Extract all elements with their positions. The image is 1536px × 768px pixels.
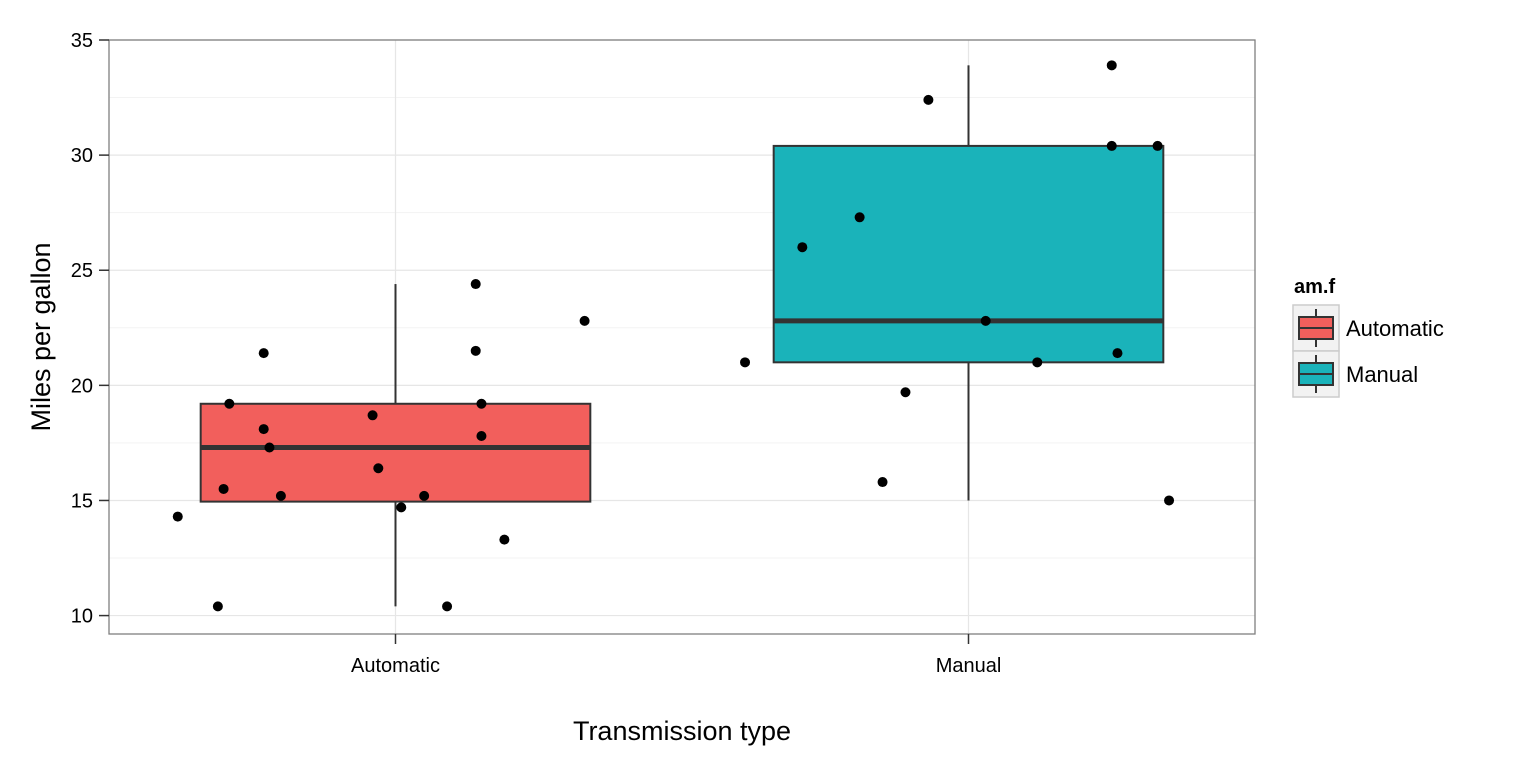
data-point <box>396 502 407 513</box>
data-point <box>579 315 590 326</box>
data-point <box>1152 140 1163 151</box>
whiskers <box>394 65 970 607</box>
data-point <box>923 94 934 105</box>
data-point <box>900 387 911 398</box>
data-point <box>854 212 865 223</box>
data-point <box>373 463 384 474</box>
data-point <box>1112 348 1123 359</box>
data-point <box>258 424 269 435</box>
box-manual <box>772 144 1165 364</box>
y-axis-title: Miles per gallon <box>26 242 56 431</box>
data-point <box>1106 140 1117 151</box>
data-point <box>877 477 888 488</box>
y-tick-label: 20 <box>71 375 93 397</box>
data-point <box>1032 357 1043 368</box>
data-point <box>740 357 751 368</box>
data-point <box>258 348 269 359</box>
y-axis: 10 15 20 25 30 35 <box>71 30 109 628</box>
y-tick-label: 10 <box>71 606 93 628</box>
data-point <box>476 398 487 409</box>
y-tick-label: 15 <box>71 490 93 512</box>
data-point <box>264 442 275 453</box>
data-point <box>275 490 286 501</box>
data-point <box>419 490 430 501</box>
data-points <box>172 60 1175 612</box>
data-point <box>797 242 808 253</box>
data-point <box>367 410 378 421</box>
data-point <box>218 483 229 494</box>
data-point <box>1164 495 1175 506</box>
x-tick-label: Manual <box>936 655 1002 677</box>
legend: am.f Automatic Manual <box>1292 276 1444 398</box>
data-point <box>224 398 235 409</box>
x-tick-label: Automatic <box>351 655 440 677</box>
data-point <box>476 431 487 441</box>
data-point <box>470 345 481 356</box>
y-tick-label: 25 <box>71 260 93 282</box>
box-automatic <box>199 402 592 503</box>
x-axis: Automatic Manual <box>351 634 1001 677</box>
data-point <box>499 534 510 545</box>
data-point <box>172 511 183 522</box>
plot-panel-border <box>108 39 1256 635</box>
data-point <box>212 601 223 612</box>
data-point <box>1106 60 1117 71</box>
y-tick-label: 35 <box>71 30 93 52</box>
legend-label-automatic: Automatic <box>1346 316 1444 341</box>
y-tick-label: 30 <box>71 145 93 167</box>
data-point <box>980 315 991 326</box>
data-point <box>470 279 481 290</box>
legend-title: am.f <box>1294 276 1335 298</box>
data-point <box>442 601 453 612</box>
legend-label-manual: Manual <box>1346 362 1418 387</box>
x-axis-title: Transmission type <box>573 716 791 746</box>
